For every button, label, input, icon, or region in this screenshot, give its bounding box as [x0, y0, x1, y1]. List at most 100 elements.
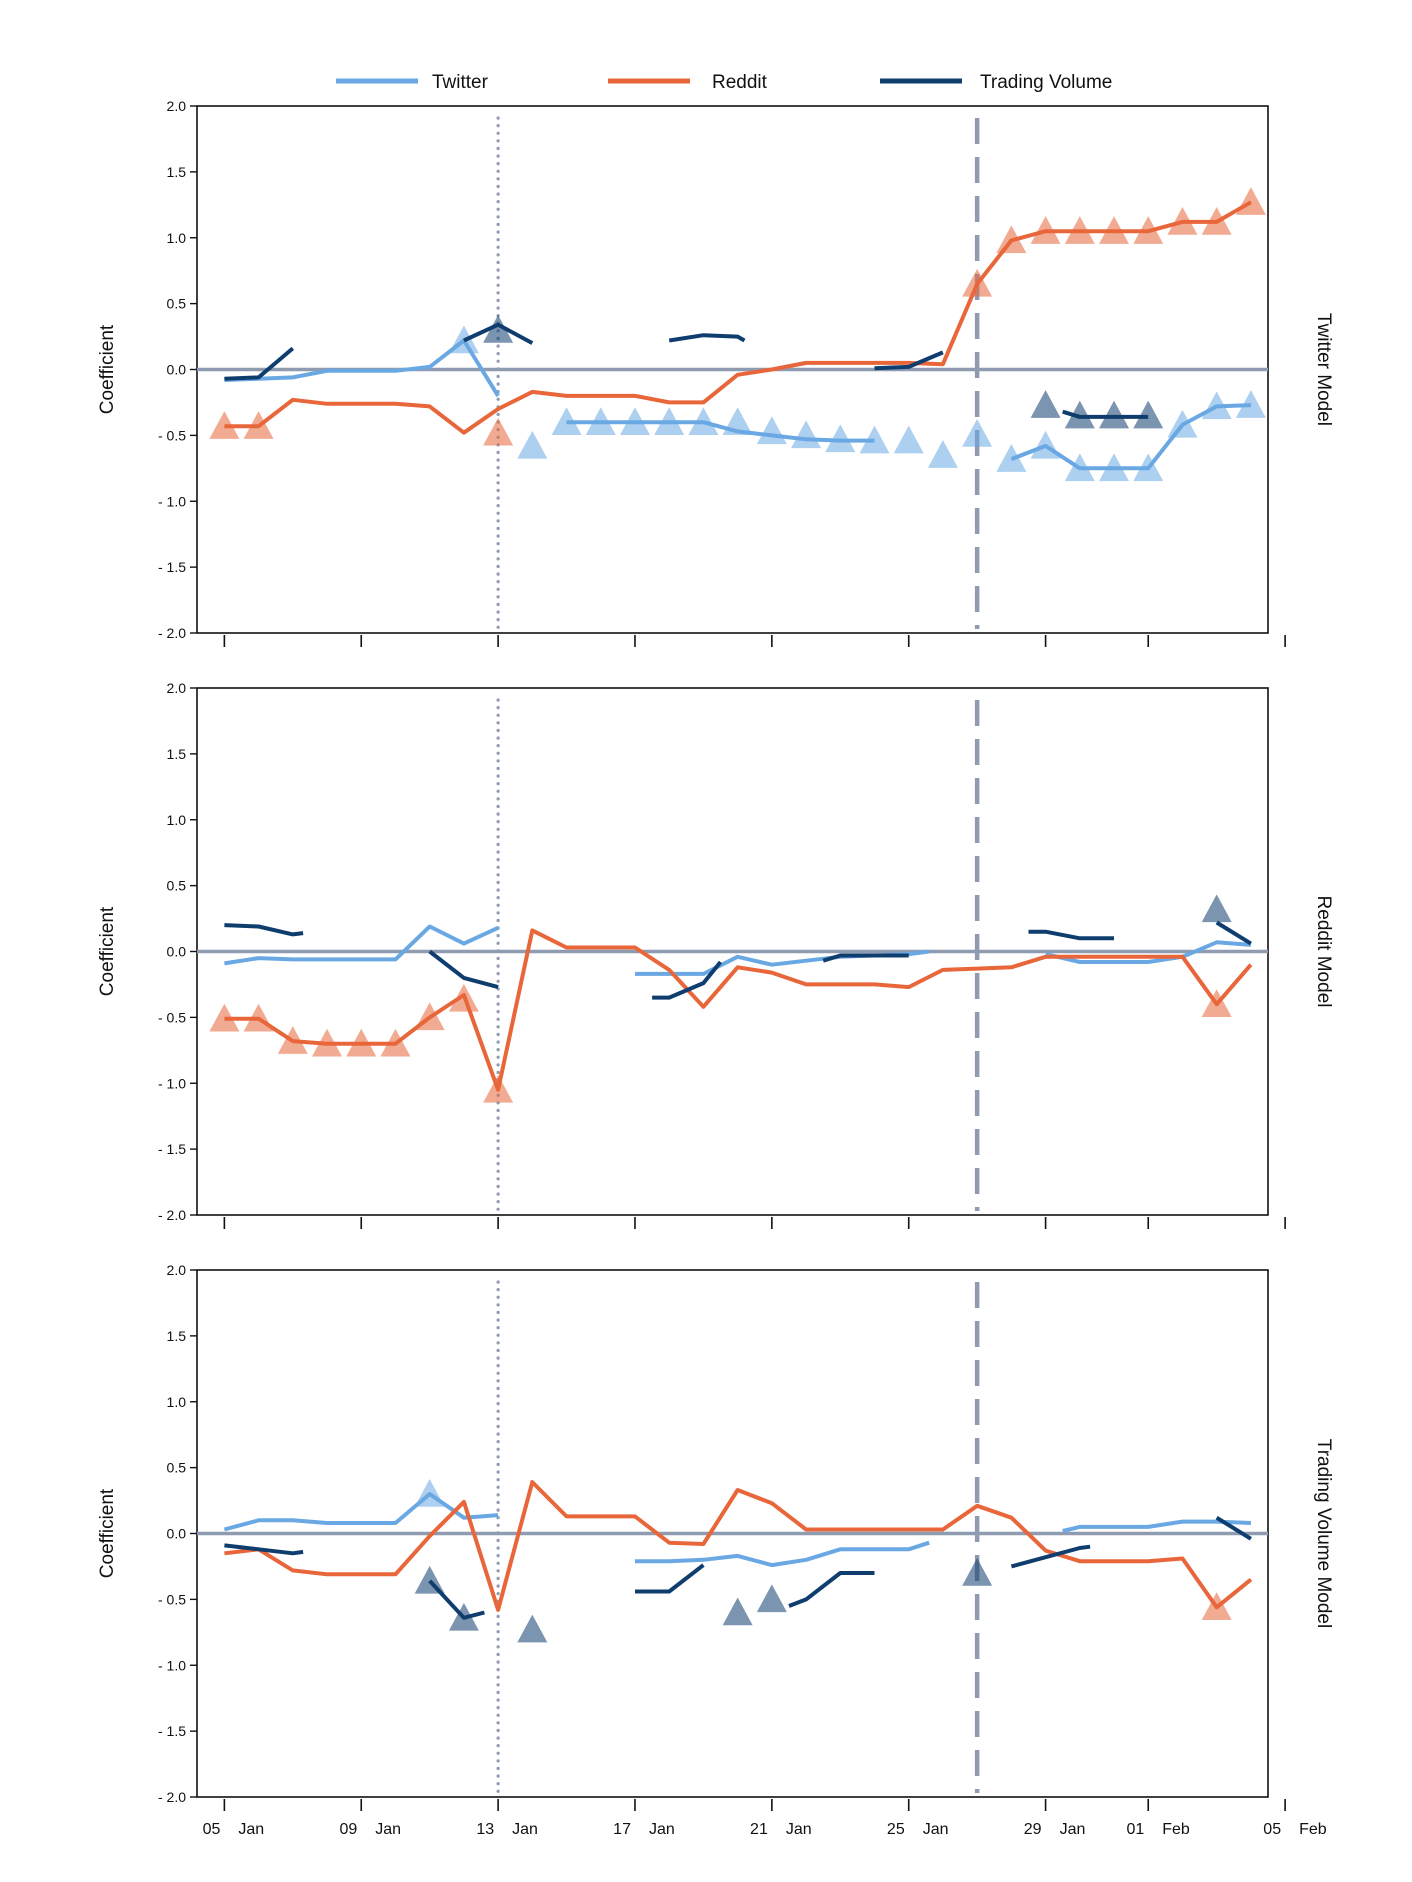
series-line-twitter	[224, 924, 499, 966]
y-tick-label: 1.5	[167, 1328, 187, 1344]
y-tick-label: - 0.5	[158, 1591, 186, 1607]
series-line-trading-volume	[224, 346, 295, 381]
y-tick-label: - 0.5	[158, 1009, 186, 1025]
series-line-trading-volume	[788, 1571, 875, 1608]
y-tick-label: - 2.0	[158, 625, 186, 641]
y-tick-label: 0.5	[167, 1460, 187, 1476]
y-tick-label: 1.0	[167, 1394, 187, 1410]
x-tick-month: Jan	[512, 1821, 538, 1838]
x-tick-day: 25	[887, 1821, 905, 1838]
series-line-trading-volume	[822, 953, 909, 963]
y-tick-label: 0.0	[167, 362, 187, 378]
series-line-twitter	[1045, 940, 1252, 964]
series-line-twitter	[223, 1492, 499, 1532]
marker-trading-volume	[962, 1558, 993, 1586]
marker-trading-volume	[1030, 390, 1061, 418]
series-line-trading-volume	[1215, 920, 1252, 946]
y-tick-label: - 1.0	[158, 1075, 186, 1091]
series-line-twitter	[1062, 1519, 1251, 1533]
x-tick-month: Jan	[786, 1821, 812, 1838]
legend-label-reddit: Reddit	[712, 72, 768, 93]
series-line-trading-volume	[668, 333, 746, 343]
series-line-reddit	[224, 928, 1253, 1092]
y-tick-label: 0.5	[167, 878, 187, 894]
panel-trading-volume-model: 2.0 1.5 1.0 0.5 0.0 - 0.5 - 1.0 - 1.5 - 2.0 Coeff…	[97, 1262, 1334, 1838]
panel-twitter-model: 2.0 1.5 1.0 0.5 0.0 - 0.5 - 1.0 - 1.5 - 2.0 Coeff…	[97, 98, 1334, 647]
series-line-trading-volume	[874, 350, 944, 371]
series-line-twitter	[1010, 403, 1251, 471]
series-line-trading-volume	[463, 322, 534, 345]
series-line-reddit	[224, 1480, 1253, 1612]
panel-reddit-model: 2.0 1.5 1.0 0.5 0.0 - 0.5 - 1.0 - 1.5 - 2.0 Coeff…	[97, 680, 1334, 1229]
y-tick-label: 1.5	[167, 164, 187, 180]
marker-trading-volume	[1201, 894, 1232, 923]
y-tick-label: 2.0	[167, 98, 187, 114]
marker-trading-volume	[1099, 400, 1130, 429]
marker-trading-volume	[1064, 400, 1095, 429]
legend-label-twitter: Twitter	[432, 72, 489, 93]
marker-trading-volume	[517, 1614, 548, 1643]
y-tick-label: 1.0	[167, 230, 187, 246]
marker-twitter	[893, 425, 924, 454]
panel-title: Trading Volume Model	[1313, 1439, 1334, 1628]
y-axis-label: Coefficient	[97, 324, 118, 414]
series-line-trading-volume	[224, 1543, 304, 1556]
marker-twitter	[962, 419, 993, 447]
x-tick-month: Jan	[649, 1821, 675, 1838]
y-tick-label: - 2.0	[158, 1207, 186, 1223]
x-tick-month: Jan	[1060, 1821, 1086, 1838]
series-line-trading-volume	[1062, 409, 1149, 419]
series-line-twitter	[224, 338, 500, 397]
x-tick-month: Jan	[375, 1821, 401, 1838]
marker-twitter	[859, 425, 890, 454]
marker-trading-volume	[722, 1597, 753, 1626]
x-tick-day: 05	[203, 1821, 221, 1838]
series-line-trading-volume	[635, 1563, 705, 1594]
marker-reddit	[1235, 187, 1266, 215]
series-line-trading-volume	[1215, 1515, 1252, 1541]
y-tick-label: 2.0	[167, 1262, 187, 1278]
x-tick-month: Feb	[1162, 1821, 1190, 1838]
marker-trading-volume	[1133, 400, 1164, 429]
y-tick-label: 1.0	[167, 812, 187, 828]
marker-twitter	[756, 416, 787, 445]
y-tick-label: - 1.5	[158, 1723, 186, 1739]
marker-twitter	[825, 424, 856, 453]
series-line-trading-volume	[428, 949, 499, 990]
marker-twitter	[1235, 390, 1266, 418]
series-line-twitter	[566, 420, 875, 443]
x-tick-day: 13	[476, 1821, 494, 1838]
x-tick-day: 01	[1126, 1821, 1144, 1838]
marker-twitter	[791, 420, 822, 449]
y-tick-label: 2.0	[167, 680, 187, 696]
y-axis-label: Coefficient	[97, 906, 118, 996]
marker-trading-volume	[756, 1584, 787, 1613]
marker-twitter	[927, 440, 958, 468]
y-tick-label: 0.0	[167, 1526, 187, 1542]
y-tick-label: - 1.0	[158, 493, 186, 509]
marker-twitter	[517, 430, 548, 459]
x-tick-day: 29	[1024, 1821, 1042, 1838]
y-tick-label: - 2.0	[158, 1789, 186, 1805]
series-line-trading-volume	[1028, 929, 1114, 941]
x-tick-day: 17	[613, 1821, 631, 1838]
y-tick-label: 0.0	[167, 944, 187, 960]
series-line-trading-volume	[652, 960, 723, 1000]
series-line-trading-volume	[428, 1579, 485, 1620]
y-axis-label: Coefficient	[97, 1488, 118, 1578]
panel-title: Reddit Model	[1313, 896, 1334, 1008]
series-line-reddit	[224, 200, 1252, 435]
marker-reddit	[483, 417, 514, 446]
series-line-twitter	[635, 1540, 930, 1568]
x-tick-day: 21	[750, 1821, 768, 1838]
panels: 2.0 1.5 1.0 0.5 0.0 - 0.5 - 1.0 - 1.5 - 2.0 Coeff…	[97, 98, 1334, 1838]
x-tick-month: Jan	[238, 1821, 264, 1838]
marker-reddit	[209, 1003, 240, 1032]
legend-label-trading-volume: Trading Volume	[980, 72, 1112, 93]
y-tick-label: - 0.5	[158, 427, 186, 443]
y-tick-label: - 1.5	[158, 1141, 186, 1157]
marker-trading-volume	[483, 314, 514, 343]
y-tick-label: - 1.5	[158, 559, 186, 575]
series-line-trading-volume	[1010, 1544, 1091, 1569]
